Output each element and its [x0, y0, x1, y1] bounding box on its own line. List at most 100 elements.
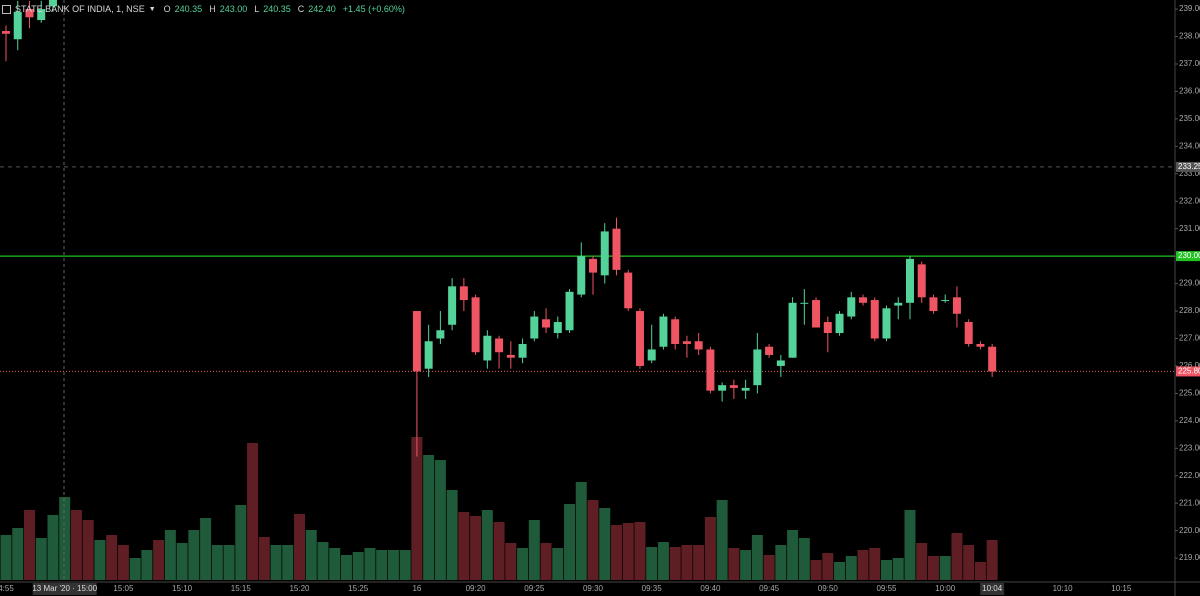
- volume-bar: [305, 530, 317, 580]
- volume-bar: [247, 443, 259, 580]
- candle-body: [589, 258, 597, 273]
- x-tick-label: 09:50: [818, 584, 839, 593]
- volume-bar: [352, 552, 364, 580]
- x-tick-label: 15:05: [113, 584, 134, 593]
- volume-bar: [587, 500, 599, 580]
- candle-body: [941, 300, 950, 302]
- volume-bar: [927, 556, 939, 580]
- x-tick-label: 16: [412, 584, 421, 593]
- candle-body: [729, 385, 738, 388]
- volume-bar: [340, 555, 352, 580]
- volume-bar: [35, 538, 47, 580]
- y-tick-label: 227.00: [1179, 334, 1200, 343]
- volume-bar: [399, 550, 411, 580]
- volume-bar: [423, 455, 435, 580]
- volume-bar: [164, 530, 176, 580]
- candle-body: [905, 258, 914, 303]
- volume-layer: [0, 437, 998, 580]
- x-tick-label: 13 Mar '20 · 15:00: [32, 584, 97, 593]
- y-tick-label: 228.00: [1179, 306, 1200, 315]
- volume-bar: [552, 548, 564, 580]
- volume-bar: [787, 530, 799, 580]
- candle-body: [776, 360, 785, 366]
- candle-body: [13, 11, 22, 40]
- price-tag: [1176, 366, 1200, 377]
- ohlc-value: 243.00: [219, 4, 248, 14]
- volume-bar: [798, 538, 810, 580]
- x-tick-label: 15:25: [348, 584, 369, 593]
- x-tick-label: 15:15: [231, 584, 252, 593]
- volume-bar: [364, 548, 376, 580]
- x-tick-label: 09:25: [524, 584, 545, 593]
- x-tick-label: 15:20: [289, 584, 310, 593]
- candle-body: [448, 286, 457, 325]
- candle-body: [600, 231, 609, 276]
- volume-bar: [834, 562, 846, 580]
- x-tick-label: 10:00: [935, 584, 956, 593]
- volume-bar: [411, 437, 423, 580]
- volume-bar: [94, 540, 106, 580]
- x-tick-label: 09:55: [876, 584, 897, 593]
- candle-body: [859, 297, 868, 303]
- x-label-highlight: [980, 583, 1005, 595]
- volume-bar: [70, 510, 82, 580]
- y-tick-label: 234.00: [1179, 141, 1200, 150]
- candle-body: [518, 343, 527, 358]
- y-tick-label: 239.00: [1179, 4, 1200, 13]
- volume-bar: [669, 547, 681, 580]
- candle-body: [612, 228, 621, 270]
- candle-body: [553, 322, 562, 334]
- candle-body: [635, 311, 644, 366]
- volume-bar: [129, 558, 141, 580]
- volume-bar: [188, 530, 200, 580]
- x-label-highlight: [32, 583, 97, 595]
- candle-body: [37, 9, 46, 21]
- dropdown-arrow[interactable]: ▼: [148, 5, 156, 13]
- candle-layer: [2, 0, 997, 457]
- volume-bar: [869, 548, 881, 580]
- volume-bar: [822, 553, 834, 580]
- price-tag: [1176, 251, 1200, 262]
- y-tick-label: 233.00: [1179, 169, 1200, 178]
- volume-bar: [904, 510, 916, 580]
- candle-body: [459, 286, 468, 301]
- candle-body: [788, 302, 797, 358]
- volume-bar: [810, 560, 822, 580]
- candle-body: [530, 316, 539, 339]
- candle-body: [424, 341, 433, 369]
- symbol-title: STATE BANK OF INDIA, 1, NSE: [15, 4, 145, 14]
- candle-body: [682, 341, 691, 344]
- candle-body: [988, 346, 997, 372]
- volume-bar: [916, 543, 928, 580]
- candle-body: [964, 322, 973, 344]
- y-tick-label: 225.00: [1179, 389, 1200, 398]
- volume-bar: [329, 548, 341, 580]
- volume-bar: [857, 550, 869, 580]
- candle-body: [823, 322, 832, 334]
- candle-body: [483, 335, 492, 361]
- candle-body: [847, 297, 856, 317]
- candle-body: [917, 264, 926, 298]
- volume-bar: [82, 520, 94, 580]
- volume-bar: [106, 535, 118, 580]
- volume-bar: [505, 543, 517, 580]
- volume-bar: [763, 555, 775, 580]
- candle-body: [565, 291, 574, 331]
- volume-bar: [153, 540, 165, 580]
- volume-bar: [446, 490, 458, 580]
- x-tick-label: 15:10: [172, 584, 193, 593]
- volume-bar: [528, 520, 540, 580]
- volume-bar: [200, 518, 212, 580]
- candle-body: [952, 297, 961, 314]
- candle-body: [647, 349, 656, 361]
- candle-body: [671, 319, 680, 344]
- candle-body: [412, 311, 421, 372]
- candle-body: [624, 272, 633, 309]
- volume-bar: [517, 548, 529, 580]
- volume-bar: [564, 504, 576, 580]
- ohlc-value: 240.35: [174, 4, 203, 14]
- y-tick-label: 235.00: [1179, 114, 1200, 123]
- candle-body: [718, 385, 727, 391]
- price-tag-label: 233.25: [1178, 162, 1200, 171]
